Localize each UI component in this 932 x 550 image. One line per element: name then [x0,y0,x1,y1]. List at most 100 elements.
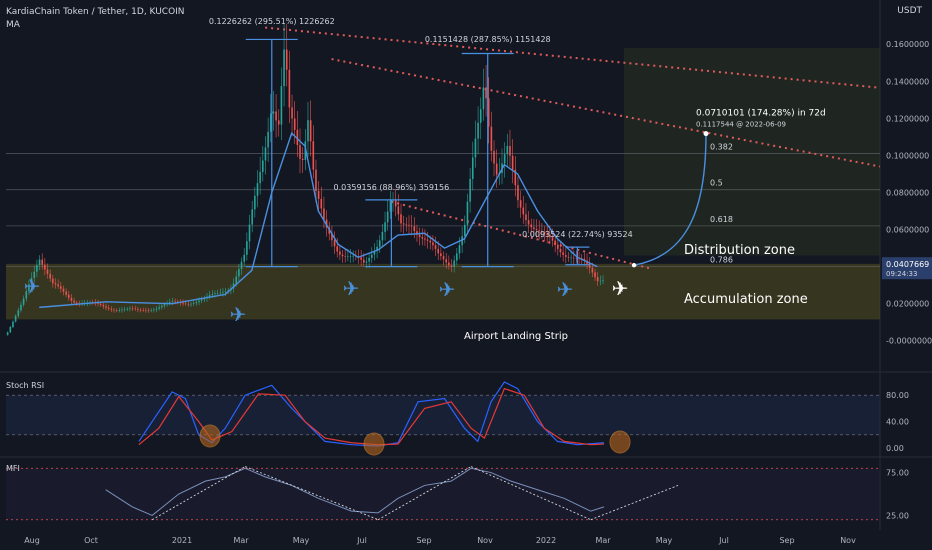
candle-body [349,256,352,257]
candle-body [503,154,506,164]
chart-header: KardiaChain Token / Tether, 1D, KUCOIN M… [6,6,185,32]
symbol-title[interactable]: KardiaChain Token / Tether, 1D, KUCOIN [6,7,185,17]
candle-body [200,299,203,301]
candle-body [596,277,599,282]
candle-body [224,291,227,293]
candle-body [211,293,214,296]
candle-body [46,269,49,274]
candle-body [113,309,115,311]
candle-body [336,246,339,252]
candle-body [60,286,62,289]
mfi-tick-label: 75.00 [886,469,909,478]
candle-body [594,272,596,278]
candle-body [570,257,572,259]
candle-body [477,122,479,139]
candle-body [123,309,126,310]
candle-body [389,200,392,212]
candle-body [402,223,405,225]
candle-body [424,238,426,240]
candle-body [533,227,535,230]
candle-body [485,87,487,99]
candle-body [487,98,490,127]
candle-body [259,171,261,184]
candle-body [456,253,458,261]
indicator-label[interactable]: MA [6,20,20,30]
candle-body [413,226,416,232]
candle-body [410,225,413,227]
candle-body [381,231,384,241]
candle-body [339,251,341,255]
candle-body [36,265,38,272]
candle-body [275,111,277,121]
candle-body [73,300,75,303]
rsi-band [6,395,880,435]
candle-body [408,224,410,226]
fib-level-label: 0.5 [710,179,723,188]
candle-body [493,150,495,164]
candle-body [557,244,559,249]
candle-body [62,288,65,292]
candle-body [17,310,20,316]
candle-body [272,111,275,114]
candle-body [44,264,46,270]
candle-body [567,256,570,258]
candle-body [344,256,346,257]
candle-body [99,303,102,305]
candle-body [323,208,325,220]
current-price-label: 0.0407669 [886,260,929,269]
candle-body [296,129,299,145]
candle-body [370,254,373,258]
x-tick-label: Mar [595,536,611,545]
candle-body [269,113,272,132]
candle-body [538,230,541,231]
candle-body [331,233,333,241]
candle-body [535,229,538,231]
candle-body [107,307,110,309]
projection-curve [633,133,707,266]
candle-body [168,302,171,304]
candle-body [174,301,176,303]
candle-body [299,144,301,159]
candle-body [599,280,602,282]
airplane-icon: ✈ [230,303,247,327]
candle-body [102,304,105,307]
candle-body [376,246,378,252]
candle-body [546,233,548,235]
candle-body [453,260,455,267]
x-tick-label: Aug [24,536,40,545]
candle-body [463,224,466,237]
candle-body [190,303,192,305]
candle-body [421,237,424,239]
candle-body [522,207,525,215]
candle-body [368,257,370,262]
candle-body [506,146,509,155]
candle-body [559,248,562,253]
y-tick-label: 0.1600000 [886,40,929,49]
currency-label: USDT [897,6,922,16]
candle-body [373,251,376,255]
candle-body [400,214,402,224]
x-tick-label: Nov [840,536,856,545]
candle-body [222,292,224,293]
candle-body [347,256,349,258]
candle-body [288,69,291,108]
airplane-icon: ✈ [557,278,574,302]
candle-body [145,310,147,311]
y-tick-label: 0.0600000 [886,226,929,235]
trendline [391,200,651,270]
candle-body [416,231,418,235]
y-tick-label: -0.0000000 [886,337,932,346]
candle-body [155,308,158,310]
distribution-zone [624,47,880,256]
y-tick-label: 0.0200000 [886,300,929,309]
candle-body [262,160,264,172]
candle-body [12,321,14,328]
candle-body [147,310,150,312]
candle-body [432,242,434,246]
candle-body [437,248,440,254]
candle-body [67,294,70,298]
candle-body [333,240,336,247]
candle-body [161,305,163,308]
candle-body [363,259,365,263]
